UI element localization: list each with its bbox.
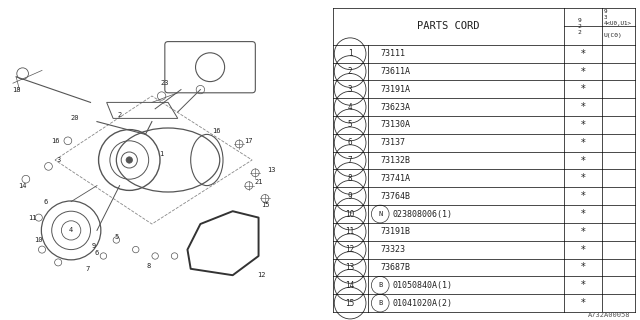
Text: 3: 3 [348, 85, 353, 94]
Text: 73130A: 73130A [380, 120, 410, 130]
Text: 10: 10 [35, 237, 43, 243]
Text: 7: 7 [85, 266, 90, 272]
Text: 01050840A(1): 01050840A(1) [392, 281, 452, 290]
Text: *: * [580, 227, 586, 237]
Text: 73111: 73111 [380, 49, 405, 58]
Text: 16: 16 [51, 138, 59, 144]
Text: 21: 21 [254, 180, 263, 185]
Text: 4: 4 [348, 103, 353, 112]
Text: 15: 15 [260, 202, 269, 208]
Text: 023808006(1): 023808006(1) [392, 210, 452, 219]
Text: 17: 17 [244, 138, 253, 144]
Text: *: * [580, 120, 586, 130]
Text: 12: 12 [257, 272, 266, 278]
Text: 9
3
4<U0,U1>: 9 3 4<U0,U1> [604, 9, 632, 26]
Text: 8: 8 [147, 263, 151, 268]
Text: 73741A: 73741A [380, 174, 410, 183]
Text: 73132B: 73132B [380, 156, 410, 165]
Text: 73687B: 73687B [380, 263, 410, 272]
Text: 4: 4 [69, 228, 73, 233]
Text: 01041020A(2): 01041020A(2) [392, 299, 452, 308]
Text: 20: 20 [70, 116, 79, 121]
Text: 18: 18 [12, 87, 20, 92]
Circle shape [126, 157, 132, 163]
Text: 23: 23 [161, 80, 169, 86]
Text: 1: 1 [348, 49, 353, 58]
Text: 11: 11 [28, 215, 36, 220]
Text: *: * [580, 298, 586, 308]
Text: 12: 12 [346, 245, 355, 254]
Text: 73611A: 73611A [380, 67, 410, 76]
Text: 6: 6 [43, 199, 47, 204]
Text: 5: 5 [348, 120, 353, 130]
Text: *: * [580, 67, 586, 76]
Text: 73764B: 73764B [380, 192, 410, 201]
Text: 1: 1 [159, 151, 164, 156]
Text: 10: 10 [346, 210, 355, 219]
Text: *: * [580, 262, 586, 272]
Text: 16: 16 [212, 128, 221, 134]
Text: *: * [580, 209, 586, 219]
Text: *: * [580, 245, 586, 255]
Text: *: * [580, 138, 586, 148]
Text: *: * [580, 102, 586, 112]
Text: 9
2
2: 9 2 2 [578, 18, 582, 35]
Text: U(C0): U(C0) [604, 33, 622, 38]
Text: 14: 14 [346, 281, 355, 290]
Text: 3: 3 [56, 157, 60, 163]
Text: 73623A: 73623A [380, 103, 410, 112]
Text: *: * [580, 49, 586, 59]
Text: 73137: 73137 [380, 138, 405, 147]
Text: N: N [378, 211, 382, 217]
Text: 7: 7 [348, 156, 353, 165]
Text: *: * [580, 280, 586, 290]
Text: *: * [580, 84, 586, 94]
Text: 11: 11 [346, 227, 355, 236]
Text: *: * [580, 191, 586, 201]
Text: 9: 9 [92, 244, 96, 249]
Text: 6: 6 [348, 138, 353, 147]
Text: PARTS CORD: PARTS CORD [417, 21, 479, 31]
Text: *: * [580, 173, 586, 183]
Text: 73191B: 73191B [380, 227, 410, 236]
Text: 13: 13 [346, 263, 355, 272]
Text: 15: 15 [346, 299, 355, 308]
Text: 5: 5 [114, 234, 118, 240]
Text: 9: 9 [348, 192, 353, 201]
Text: 6: 6 [95, 250, 99, 256]
Text: 73191A: 73191A [380, 85, 410, 94]
Text: 14: 14 [19, 183, 27, 188]
Text: 13: 13 [268, 167, 276, 172]
Text: B: B [378, 282, 382, 288]
Text: 8: 8 [348, 174, 353, 183]
Text: 73323: 73323 [380, 245, 405, 254]
Text: B: B [378, 300, 382, 306]
Text: 2: 2 [118, 112, 122, 118]
Text: A732A00058: A732A00058 [588, 312, 630, 318]
Text: 2: 2 [348, 67, 353, 76]
Text: *: * [580, 156, 586, 165]
